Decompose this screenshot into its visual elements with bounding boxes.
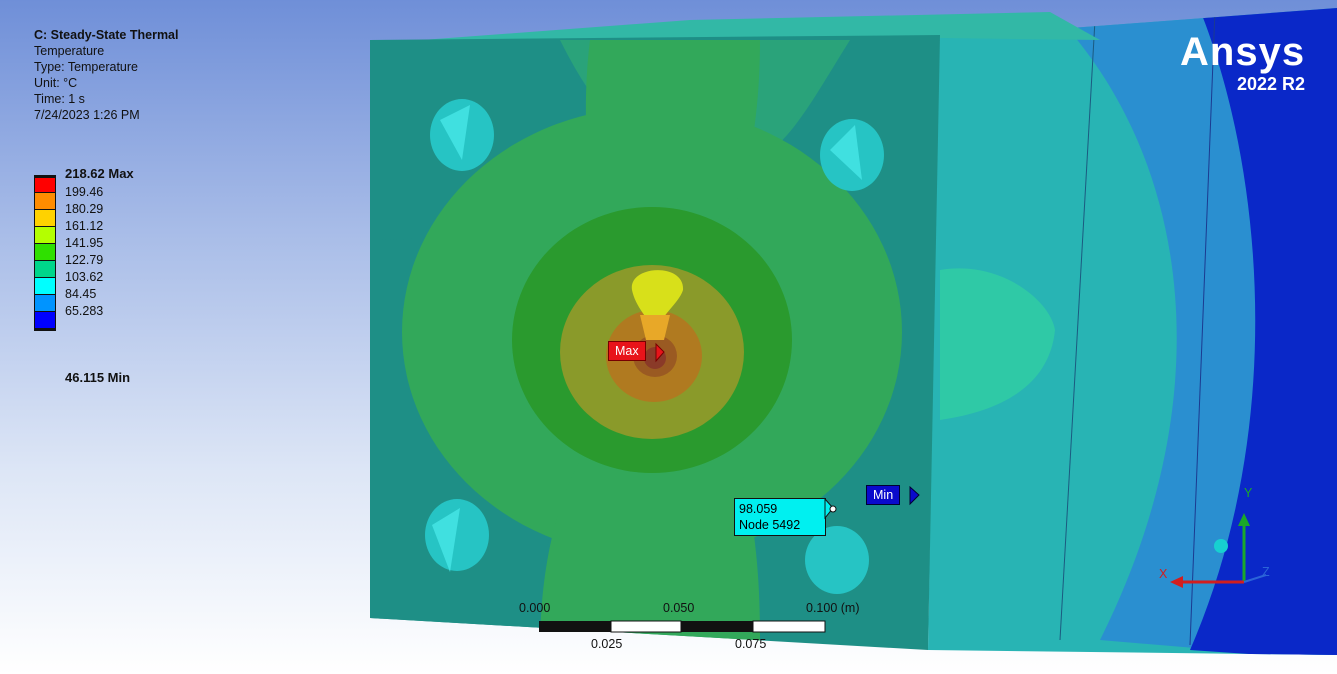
analysis-title: C: Steady-State Thermal [34,28,179,42]
legend-value: 199.46 [65,185,104,199]
result-info: C: Steady-State Thermal Temperature Type… [34,27,178,123]
legend-value: 122.79 [65,253,104,267]
legend-value: 161.12 [65,219,104,233]
legend-color-band [34,260,56,277]
legend-color-band [34,243,56,260]
legend-value: 103.62 [65,270,104,284]
legend-value: 180.29 [65,202,104,216]
axis-z-label: Z [1262,565,1270,579]
legend-color-band [34,209,56,226]
legend-tick [34,328,56,331]
legend-value: 65.283 [65,304,104,318]
scale-label: 0.025 [591,637,623,651]
result-type: Type: Temperature [34,60,138,74]
legend-color-band [34,277,56,294]
node-probe-value: 98.059 [739,502,778,516]
legend-tick [34,175,56,178]
scale-label: 0.075 [735,637,767,651]
result-date: 7/24/2023 1:26 PM [34,108,140,122]
legend-value: 84.45 [65,287,97,301]
legend-tick [34,209,56,210]
result-name: Temperature [34,44,105,58]
scale-label: 0.050 [663,601,695,615]
legend-color-band [34,192,56,209]
brand-name: Ansys [1180,30,1306,74]
node-probe-label: Node 5492 [739,518,801,532]
result-time: Time: 1 s [34,92,85,106]
legend-tick [34,192,56,193]
brand-version: 2022 R2 [1237,74,1306,94]
scale-label: 0.100 (m) [806,601,860,615]
legend-value: 141.95 [65,236,104,250]
legend-tick [34,226,56,227]
legend-tick [34,311,56,312]
legend-color-band [34,175,56,192]
legend-tick [34,294,56,295]
max-probe-label[interactable]: Max [608,341,646,361]
legend-tick [34,260,56,261]
scale-label: 0.000 [519,601,551,615]
legend-color-band [34,294,56,311]
legend-color-band [34,226,56,243]
legend-max-label: 218.62 Max [65,166,134,181]
legend-tick [34,243,56,244]
result-unit: Unit: °C [34,76,78,90]
min-probe-label[interactable]: Min [866,485,901,505]
legend-min-label: 46.115 Min [65,370,131,385]
axis-x-label: X [1159,567,1168,581]
legend-color-band [34,311,56,328]
axis-y-label: Y [1244,486,1253,500]
legend-tick [34,277,56,278]
ansys-logo: Ansys 2022 R2 [1180,32,1305,95]
node-probe-box[interactable]: 98.059 Node 5492 [734,498,826,536]
